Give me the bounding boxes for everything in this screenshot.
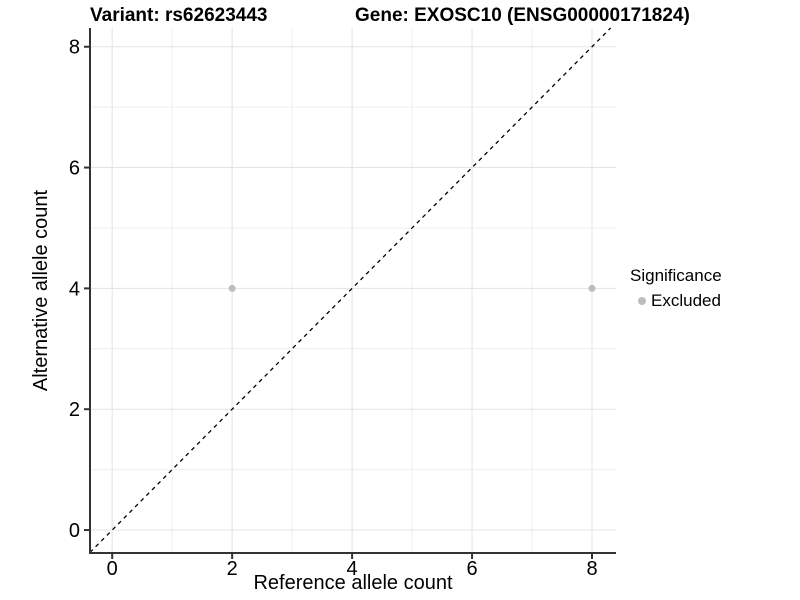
y-tick-label: 6 (69, 158, 80, 180)
legend-item-label: Excluded (651, 291, 721, 310)
x-axis-title: Reference allele count (253, 572, 453, 594)
x-tick-label: 4 (347, 558, 358, 580)
plot-title-variant: Variant: rs62623443 (90, 5, 268, 26)
y-tick-label: 0 (69, 520, 80, 542)
plot-title-gene: Gene: EXOSC10 (ENSG00000171824) (355, 5, 690, 26)
legend: Significance Excluded (630, 266, 722, 312)
x-tick-label: 0 (107, 558, 118, 580)
y-tick-label: 4 (69, 278, 80, 300)
legend-key (632, 290, 659, 312)
y-axis-title: Alternative allele count (30, 189, 52, 392)
y-tick-label: 8 (69, 37, 80, 59)
y-tick-label: 2 (69, 399, 80, 421)
legend-title: Significance (630, 266, 722, 285)
data-point (588, 284, 596, 292)
x-tick-label: 2 (227, 558, 238, 580)
x-tick-label: 8 (586, 558, 597, 580)
identity-line (89, 27, 612, 553)
data-point (228, 284, 236, 292)
legend-item-excluded: Excluded (630, 290, 722, 312)
legend-point-icon (638, 297, 646, 305)
x-tick-label: 6 (466, 558, 477, 580)
